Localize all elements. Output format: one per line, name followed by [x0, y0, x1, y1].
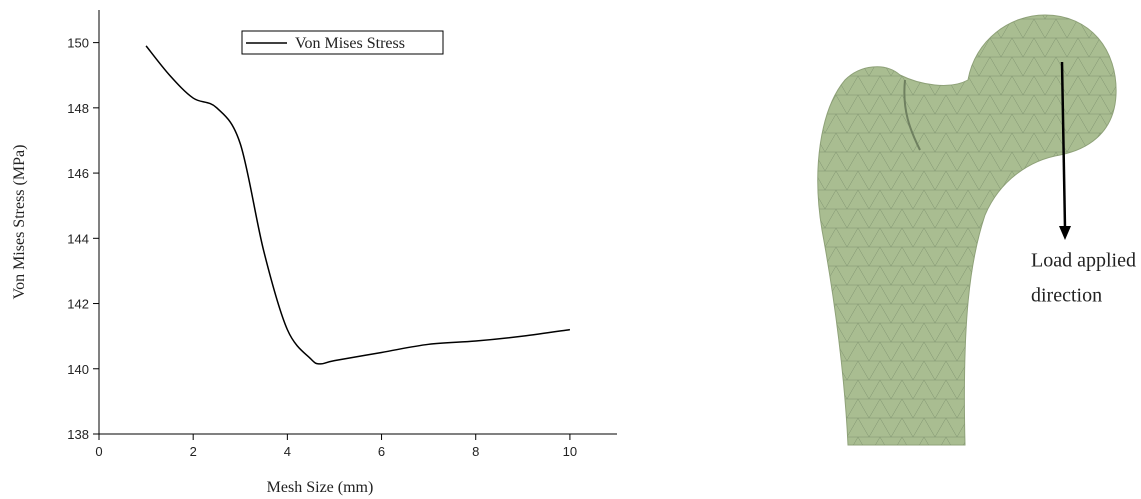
- load-arrow: [1060, 61, 1067, 229]
- y-tick-label: 138: [67, 427, 89, 442]
- legend-box: [241, 30, 444, 55]
- femur-mesh: [817, 15, 1117, 445]
- femur-model: [817, 14, 1117, 446]
- x-tick-label: 6: [378, 444, 385, 459]
- x-tick-label: 10: [563, 444, 577, 459]
- annotation: Load applied: [1031, 250, 1136, 272]
- x-tick-label: 8: [472, 444, 479, 459]
- x-tick-label: 4: [284, 444, 291, 459]
- y-axis-label: Von Mises Stress (MPa): [11, 145, 28, 300]
- annotation: direction: [1031, 285, 1102, 307]
- femur-crease: [903, 79, 921, 151]
- y-tick-label: 150: [67, 36, 89, 51]
- y-tick-label: 148: [67, 101, 89, 116]
- x-axis-label: Mesh Size (mm): [267, 479, 374, 496]
- load-arrow-head: [1059, 226, 1071, 240]
- x-tick-label: 2: [190, 444, 197, 459]
- y-tick-label: 144: [67, 231, 89, 246]
- data-line: [145, 45, 571, 365]
- x-tick-label: 0: [95, 444, 102, 459]
- y-tick-label: 142: [67, 297, 89, 312]
- y-tick-label: 140: [67, 362, 89, 377]
- y-tick-label: 146: [67, 166, 89, 181]
- legend-label: Von Mises Stress: [295, 35, 405, 52]
